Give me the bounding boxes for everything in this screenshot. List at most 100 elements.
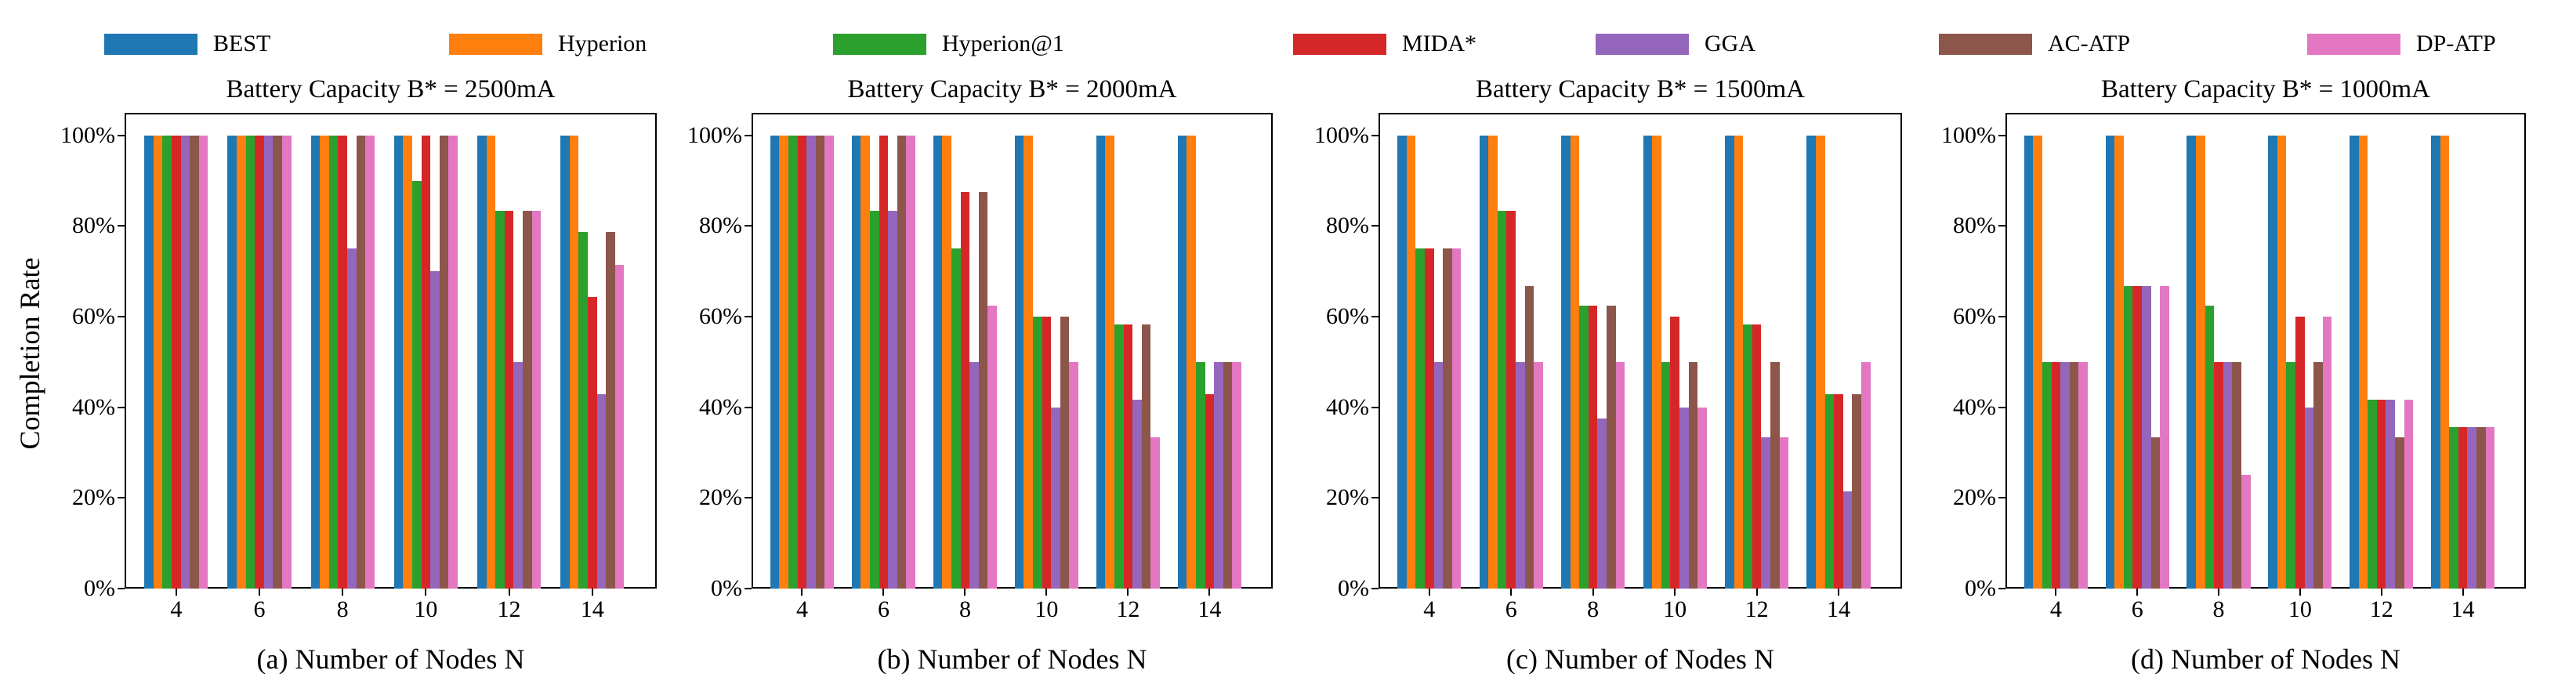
y-tick-mark bbox=[1998, 406, 2005, 408]
y-tick-mark bbox=[745, 316, 752, 318]
x-tick-label: 8 bbox=[2212, 596, 2225, 622]
bar bbox=[2196, 135, 2205, 589]
y-tick-mark bbox=[745, 588, 752, 589]
y-tick-label: 100% bbox=[60, 121, 115, 148]
bar bbox=[2313, 361, 2323, 589]
bar bbox=[788, 135, 798, 589]
bar bbox=[1661, 361, 1671, 589]
bar bbox=[282, 135, 292, 589]
bar bbox=[1524, 286, 1534, 589]
bar bbox=[2105, 135, 2115, 589]
bar bbox=[448, 135, 458, 589]
bar bbox=[346, 248, 357, 589]
bar bbox=[403, 135, 412, 589]
chart-title: Battery Capacity B* = 2000mA bbox=[847, 75, 1177, 103]
y-tick-mark bbox=[118, 316, 125, 318]
legend-label: BEST bbox=[213, 31, 271, 56]
bar bbox=[2268, 135, 2277, 589]
bar bbox=[320, 135, 329, 589]
bar bbox=[2042, 361, 2052, 589]
x-tick-label: 8 bbox=[336, 596, 349, 622]
legend-swatch-icon bbox=[1293, 34, 1386, 55]
bar bbox=[1024, 135, 1034, 589]
bar bbox=[504, 211, 514, 589]
x-tick-label: 10 bbox=[2288, 596, 2312, 622]
y-tick-label: 0% bbox=[711, 575, 742, 601]
bar bbox=[851, 135, 861, 589]
bar bbox=[1123, 324, 1133, 589]
bar bbox=[476, 135, 487, 589]
legend-swatch-icon bbox=[104, 34, 197, 55]
bar bbox=[2404, 399, 2414, 589]
bar bbox=[2069, 361, 2079, 589]
x-tick-label: 12 bbox=[1745, 596, 1769, 622]
bar bbox=[897, 135, 907, 589]
x-tick-mark bbox=[964, 589, 966, 596]
bar bbox=[2142, 286, 2151, 589]
bar bbox=[1150, 437, 1161, 589]
bar bbox=[1033, 317, 1042, 589]
bar bbox=[1042, 317, 1052, 589]
bar bbox=[1779, 437, 1789, 589]
bar bbox=[1141, 324, 1151, 589]
chart-caption: (d) Number of Nodes N bbox=[2131, 643, 2400, 674]
x-tick-mark bbox=[2462, 589, 2464, 596]
bar bbox=[1132, 399, 1142, 589]
bar bbox=[2395, 437, 2404, 589]
x-tick-label: 14 bbox=[1827, 596, 1851, 622]
x-tick-mark bbox=[508, 589, 510, 596]
bar bbox=[1652, 135, 1661, 589]
chart-caption: (b) Number of Nodes N bbox=[877, 643, 1147, 674]
bar bbox=[439, 135, 449, 589]
bar bbox=[1607, 305, 1616, 589]
x-tick-label: 6 bbox=[253, 596, 266, 622]
bar bbox=[227, 135, 237, 589]
bar bbox=[2467, 426, 2476, 589]
y-tick-mark bbox=[745, 225, 752, 227]
bar bbox=[245, 135, 255, 589]
bar bbox=[1196, 361, 1205, 589]
bar bbox=[1670, 317, 1679, 589]
bar bbox=[1734, 135, 1744, 589]
x-tick-mark bbox=[1674, 589, 1676, 596]
bar bbox=[1697, 407, 1707, 589]
legend-swatch-icon bbox=[1939, 34, 2032, 55]
chart-caption: (a) Number of Nodes N bbox=[256, 643, 525, 674]
bar bbox=[2368, 399, 2377, 589]
bar bbox=[1588, 305, 1598, 589]
bar bbox=[1834, 393, 1843, 589]
legend-swatch-icon bbox=[2307, 34, 2400, 55]
bar bbox=[1597, 419, 1607, 589]
x-tick-label: 10 bbox=[1034, 596, 1059, 622]
x-tick-label: 8 bbox=[958, 596, 971, 622]
bar bbox=[2214, 361, 2223, 589]
bar bbox=[951, 248, 961, 589]
bar bbox=[2078, 361, 2088, 589]
bar bbox=[356, 135, 366, 589]
bar bbox=[1842, 491, 1853, 589]
legend-label: AC-ATP bbox=[2048, 31, 2131, 56]
bar bbox=[797, 135, 807, 589]
bar bbox=[2440, 135, 2450, 589]
bar bbox=[2350, 135, 2359, 589]
x-tick-mark bbox=[1592, 589, 1594, 596]
legend-label: MIDA* bbox=[1402, 31, 1476, 56]
y-tick-label: 60% bbox=[72, 303, 115, 330]
bar bbox=[1534, 361, 1543, 589]
chart-caption: (c) Number of Nodes N bbox=[1506, 643, 1774, 674]
y-tick-label: 20% bbox=[699, 484, 742, 511]
bar bbox=[2376, 399, 2386, 589]
bar bbox=[1232, 361, 1241, 589]
legend-label: Hyperion bbox=[558, 31, 647, 56]
bar bbox=[1724, 135, 1734, 589]
bar bbox=[2023, 135, 2034, 589]
bar bbox=[2187, 135, 2197, 589]
chart-title: Battery Capacity B* = 1500mA bbox=[1475, 75, 1806, 103]
bar bbox=[906, 135, 916, 589]
x-tick-label: 14 bbox=[580, 596, 604, 622]
bar bbox=[486, 135, 496, 589]
bar bbox=[1852, 393, 1862, 589]
legend-label: Hyperion@1 bbox=[942, 31, 1064, 56]
y-tick-label: 80% bbox=[1953, 212, 1996, 239]
